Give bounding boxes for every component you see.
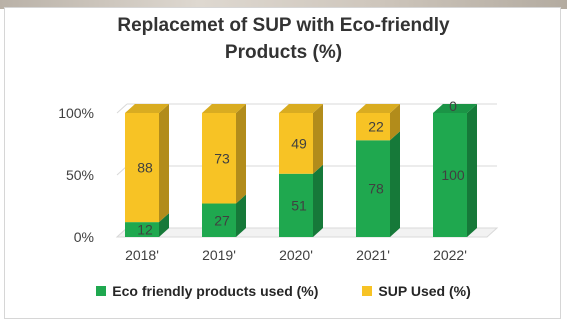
data-label-eco-3: 78 — [368, 181, 384, 197]
bar-sup-1 — [202, 113, 236, 204]
legend-item-eco: Eco friendly products used (%) — [96, 283, 318, 299]
bar-top-sup-3 — [356, 104, 400, 113]
x-tick-label-1: 2019' — [202, 247, 236, 263]
bar-eco-3 — [356, 140, 390, 237]
bar-eco-1 — [202, 203, 236, 237]
data-label-sup-0: 88 — [137, 160, 153, 176]
legend-swatch-eco — [96, 286, 107, 296]
bar-sup-2 — [279, 113, 313, 174]
bar-side-eco-4 — [467, 104, 477, 237]
bar-side-eco-2 — [313, 164, 323, 237]
background-strip — [0, 0, 567, 9]
bar-sup-0 — [125, 113, 159, 223]
bar-eco-0 — [125, 222, 159, 237]
data-label-eco-2: 51 — [291, 197, 307, 213]
chart-legend: Eco friendly products used (%) SUP Used … — [0, 283, 567, 299]
bar-eco-4 — [433, 113, 467, 237]
legend-swatch-sup — [362, 286, 373, 296]
data-label-sup-3: 22 — [368, 119, 384, 135]
legend-label-eco: Eco friendly products used (%) — [112, 283, 319, 299]
y-tick-label-50: 50% — [66, 167, 94, 183]
bar-side-eco-0 — [159, 213, 169, 237]
bar-sup-3 — [356, 113, 390, 141]
x-tick-label-2: 2020' — [279, 247, 313, 263]
bar-top-sup-2 — [279, 104, 323, 113]
y-tick-label-0: 0% — [74, 229, 94, 245]
bar-side-eco-1 — [236, 194, 246, 237]
data-label-sup-1: 73 — [214, 150, 230, 166]
data-label-eco-4: 100 — [441, 167, 465, 183]
legend-item-sup: SUP Used (%) — [362, 283, 471, 299]
bar-eco-2 — [279, 173, 313, 237]
data-label-sup-2: 49 — [291, 135, 307, 151]
y-tick-label-100: 100% — [58, 105, 94, 121]
bar-side-sup-3 — [390, 104, 400, 141]
chart-title-line-2: Products (%) — [224, 42, 343, 63]
data-label-sup-4: 0 — [449, 98, 457, 114]
bar-top-sup-1 — [202, 104, 246, 113]
chart-title: Replacemet of SUP with Eco-friendly Prod… — [0, 12, 567, 66]
bar-side-sup-1 — [236, 104, 246, 204]
bar-side-sup-2 — [313, 104, 323, 174]
bar-side-eco-3 — [390, 131, 400, 237]
chart-title-line-1: Replacemet of SUP with Eco-friendly — [117, 15, 450, 36]
bar-top-eco-4 — [433, 104, 477, 113]
legend-label-sup: SUP Used (%) — [378, 283, 471, 299]
data-label-eco-0: 12 — [137, 222, 153, 238]
gridline-depth-100 — [116, 103, 128, 114]
x-tick-label-0: 2018' — [125, 247, 159, 263]
x-tick-label-4: 2022' — [433, 247, 467, 263]
bar-side-sup-0 — [159, 104, 169, 223]
bar-top-sup-0 — [125, 104, 169, 113]
data-label-eco-1: 27 — [214, 212, 230, 228]
x-tick-label-3: 2021' — [356, 247, 390, 263]
